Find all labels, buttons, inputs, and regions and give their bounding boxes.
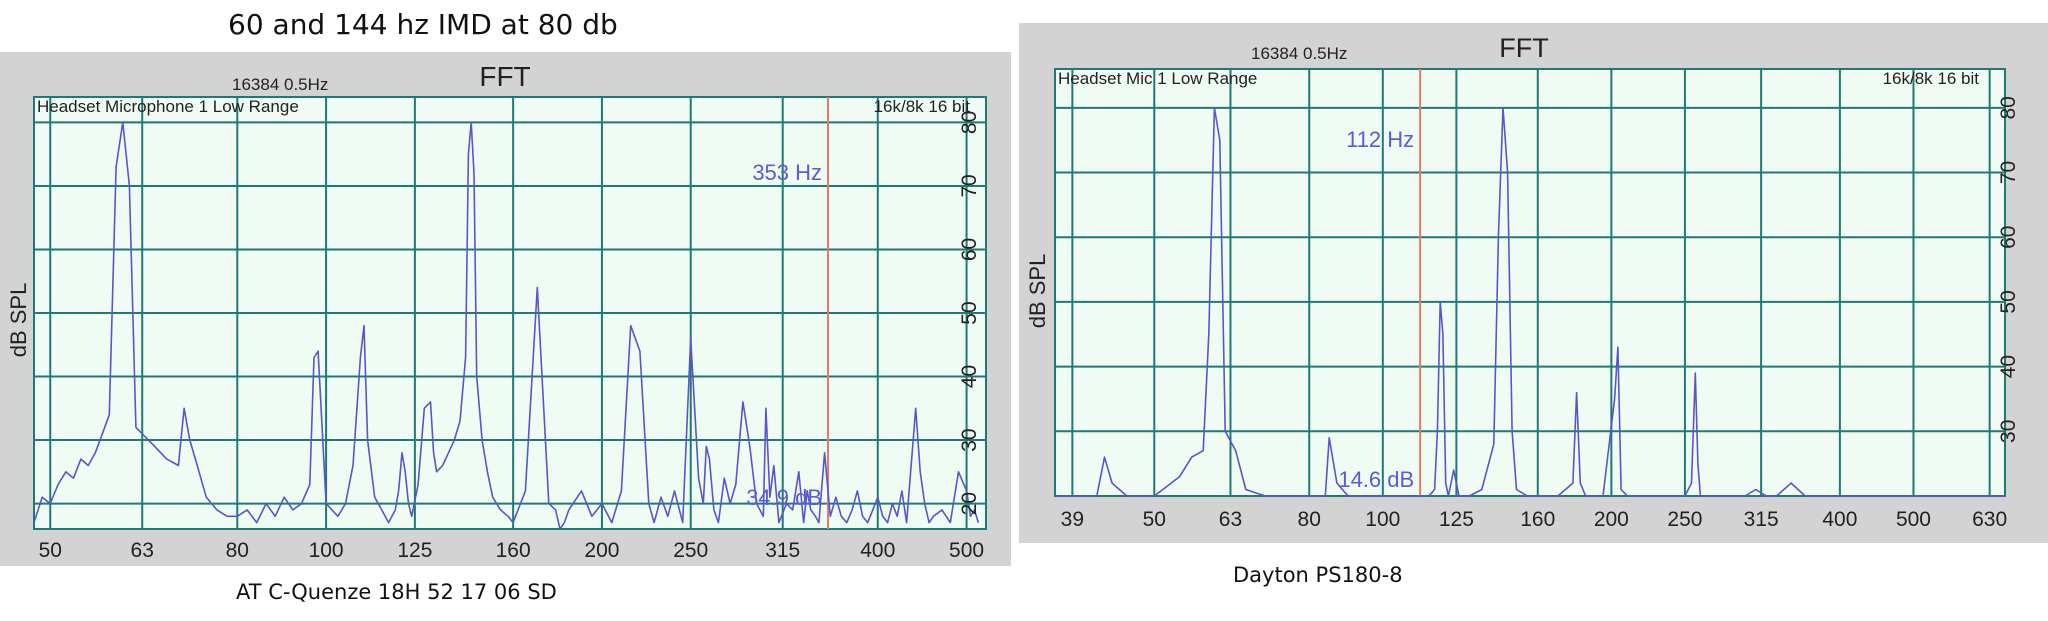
x-tick-label: 200 [584, 539, 619, 562]
chart-title: FFT [479, 61, 530, 92]
y-tick-label: 70 [958, 174, 981, 197]
caption-left: AT C-Quenze 18H 52 17 06 SD [236, 580, 557, 604]
fft-chart-left: FFT 16384 0.5Hz Headset Microphone 1 Low R… [6, 61, 987, 562]
x-tick-label: 80 [1298, 508, 1321, 531]
x-tick-label: 100 [309, 539, 344, 562]
y-tick-label: 70 [1997, 161, 2020, 184]
caption-right: Dayton PS180-8 [1233, 563, 1403, 587]
input-label: Headset Microphone 1 Low Range [37, 97, 299, 116]
y-tick-label: 40 [1997, 355, 2020, 378]
y-axis-label: dB SPL [1025, 254, 1050, 329]
x-tick-label: 80 [226, 539, 249, 562]
cursor-level-readout: 34.9 dB [746, 485, 822, 510]
x-gridlines [1071, 69, 1991, 496]
x-tick-label: 160 [1520, 508, 1555, 531]
cursor-frequency-readout: 112 Hz [1346, 127, 1414, 152]
y-tick-label: 30 [958, 428, 981, 451]
spectrum-trace [33, 121, 980, 530]
x-tick-label: 50 [39, 539, 62, 562]
x-tick-label: 100 [1365, 508, 1400, 531]
y-tick-label: 80 [958, 111, 981, 134]
x-tick-label: 315 [765, 539, 800, 562]
plot-border [33, 96, 987, 530]
y-tick-label: 30 [1997, 420, 2020, 443]
chart-title: FFT [1499, 33, 1548, 63]
fft-size-label: 16384 0.5Hz [232, 75, 328, 94]
x-tick-label: 125 [397, 539, 432, 562]
x-tick-label: 200 [1594, 508, 1629, 531]
y-tick-label: 20 [958, 492, 981, 515]
y-tick-label: 50 [958, 301, 981, 324]
x-tick-label: 125 [1439, 508, 1474, 531]
y-axis-label: dB SPL [6, 283, 31, 358]
figure-title: 60 and 144 hz IMD at 80 db [228, 8, 618, 41]
format-label: 16k/8k 16 bit [874, 97, 971, 116]
x-tick-label: 400 [1822, 508, 1857, 531]
fft-panel-right: FFT 16384 0.5Hz Headset Mic 1 Low Range 16k… [1019, 23, 2048, 543]
format-label: 16k/8k 16 bit [1883, 69, 1980, 88]
x-tick-label: 160 [496, 539, 531, 562]
x-tick-label: 63 [1219, 508, 1242, 531]
fft-chart-right: FFT 16384 0.5Hz Headset Mic 1 Low Range 16k… [1025, 33, 2020, 531]
x-tick-label: 50 [1143, 508, 1166, 531]
y-tick-label: 60 [1997, 226, 2020, 249]
y-tick-label: 80 [1997, 96, 2020, 119]
spectrum-trace [1055, 107, 2005, 497]
y-tick-label: 40 [958, 365, 981, 388]
x-tick-label: 39 [1061, 508, 1084, 531]
x-tick-label: 400 [860, 539, 895, 562]
fft-panel-left: FFT 16384 0.5Hz Headset Microphone 1 Low R… [0, 52, 1011, 566]
x-tick-label: 630 [1972, 508, 2007, 531]
y-tick-label: 60 [958, 238, 981, 261]
x-tick-label: 315 [1744, 508, 1779, 531]
x-tick-label: 250 [673, 539, 708, 562]
cursor-frequency-readout: 353 Hz [752, 160, 822, 185]
x-tick-label: 63 [131, 539, 154, 562]
x-tick-label: 250 [1667, 508, 1702, 531]
y-tick-label: 50 [1997, 290, 2020, 313]
input-label: Headset Mic 1 Low Range [1058, 69, 1257, 88]
fft-size-label: 16384 0.5Hz [1251, 44, 1347, 63]
cursor-level-readout: 14.6 dB [1338, 467, 1414, 492]
x-tick-label: 500 [949, 539, 984, 562]
x-tick-label: 500 [1896, 508, 1931, 531]
